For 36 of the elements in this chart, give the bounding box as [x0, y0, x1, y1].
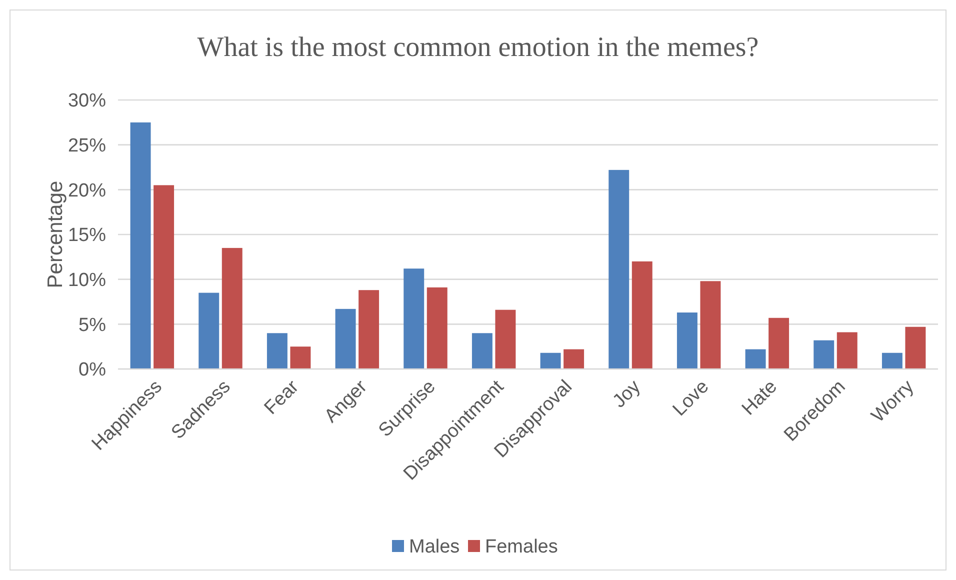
bar: [154, 185, 174, 369]
y-tick-label: 20%: [68, 180, 106, 202]
bar: [266, 333, 288, 369]
bar: [404, 268, 424, 369]
bar: [198, 292, 220, 369]
bar: [676, 312, 698, 369]
y-tick-label: 30%: [68, 90, 106, 112]
bar: [745, 349, 766, 369]
bar: [768, 318, 790, 369]
legend-label: Females: [485, 536, 558, 558]
bar: [905, 326, 926, 369]
bar: [632, 261, 652, 369]
legend-label: Males: [409, 536, 460, 558]
chart-title: What is the most common emotion in the memes?: [197, 32, 759, 63]
bar: [608, 170, 630, 369]
bar: [700, 281, 721, 369]
bar: [540, 352, 561, 369]
bar: [222, 248, 242, 369]
bar: [472, 333, 492, 369]
bar: [836, 332, 858, 369]
y-tick-label: 10%: [68, 270, 106, 291]
y-tick-label: 15%: [68, 225, 106, 246]
bar: [564, 349, 584, 369]
bar: [290, 346, 311, 369]
bar: [495, 310, 516, 369]
y-tick-label: 25%: [68, 135, 106, 156]
x-tick-label: Joy: [608, 376, 646, 412]
bar: [814, 340, 834, 369]
bar: [335, 308, 356, 369]
bar: [426, 287, 448, 369]
y-tick-label: 0%: [78, 360, 106, 381]
bar: [358, 290, 380, 369]
y-axis-title: Percentage: [44, 180, 67, 288]
bar: [130, 122, 151, 369]
y-tick-label: 5%: [78, 314, 106, 336]
bar: [882, 352, 902, 369]
